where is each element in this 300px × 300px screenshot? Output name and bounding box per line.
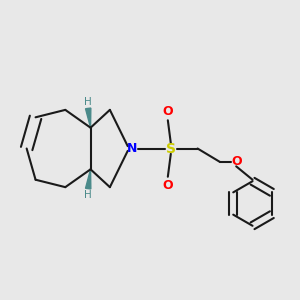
Text: H: H	[84, 190, 92, 200]
Polygon shape	[85, 169, 91, 189]
Text: H: H	[84, 97, 92, 107]
Text: N: N	[127, 142, 137, 155]
Text: O: O	[231, 155, 242, 168]
Text: S: S	[166, 142, 176, 155]
Text: O: O	[163, 105, 173, 118]
Text: O: O	[163, 179, 173, 192]
Polygon shape	[85, 108, 91, 128]
